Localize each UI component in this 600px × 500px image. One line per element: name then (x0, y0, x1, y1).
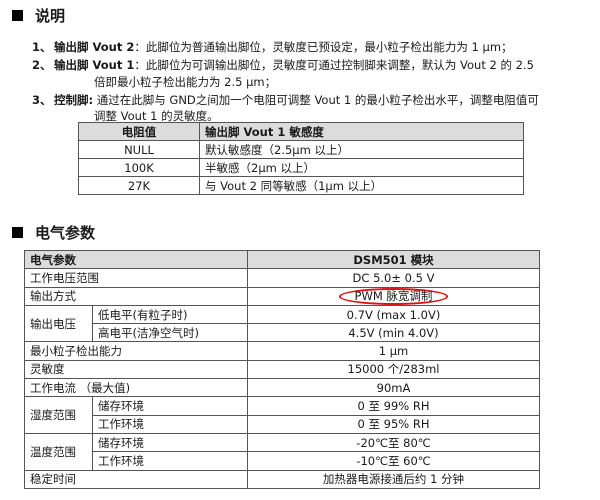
square-bullet-icon (12, 227, 23, 238)
param-value: 15000 个/283ml (247, 359, 540, 380)
table-cell: 与 Vout 2 同等敏感（1μm 以上） (199, 176, 524, 195)
table-row: 工作电压范围 DC 5.0± 0.5 V (24, 268, 540, 288)
item-text: ：此脚位为可调输出脚位，灵敏度可通过控制脚来调整，默认为 Vout 2 的 2.… (134, 58, 534, 72)
header-cell: 电气参数 (24, 249, 248, 270)
table-cell: 27K (78, 176, 200, 195)
section-heading-description: 说明 (12, 5, 65, 26)
header-cell: 电阻值 (78, 122, 200, 141)
table-cell: 默认敏感度（2.5μm 以上） (199, 140, 524, 159)
item-label: 控制脚: (54, 93, 94, 107)
item-label: 输出脚 Vout 2 (54, 40, 135, 54)
param-value: -20℃至 80℃ (247, 432, 540, 453)
param-sublabel: 储存环境 (92, 432, 248, 453)
highlight-circle: PWM 脉宽调制 (338, 287, 449, 305)
param-label: 输出方式 (24, 286, 248, 306)
param-sublabel: 高电平(洁净空气时) (92, 323, 248, 343)
param-label: 稳定时间 (24, 469, 248, 489)
table-cell: NULL (78, 140, 200, 159)
table-row: 灵敏度 15000 个/283ml (24, 359, 540, 380)
table-row: 工作环境 -10℃至 60℃ (25, 451, 540, 471)
list-item: 3、 控制脚: 通过在此脚与 GND之间加一个电阻可调整 Vout 1 的最小粒子… (32, 92, 539, 108)
table-row: 工作环境 0 至 95% RH (25, 414, 540, 434)
table-row: 工作电流 （最大值) 90mA (24, 378, 540, 398)
table-row: NULL 默认敏感度（2.5μm 以上） (78, 140, 524, 159)
table-cell: 半敏感（2μm 以上） (199, 158, 524, 177)
param-label: 温度范围 (24, 432, 93, 471)
list-item: 2、 输出脚 Vout 1：此脚位为可调输出脚位，灵敏度可通过控制脚来调整，默认为… (32, 57, 534, 73)
section-heading-electrical: 电气参数 (12, 222, 95, 243)
table-row: 温度范围 储存环境 -20℃至 80℃ (24, 432, 540, 471)
item-text: 通过在此脚与 GND之间加一个电阻可调整 Vout 1 的最小粒子检出水平，调整… (93, 93, 539, 107)
item-number: 1、 (32, 40, 52, 54)
param-label: 最小粒子检出能力 (24, 341, 248, 361)
param-sublabel: 工作环境 (92, 414, 248, 434)
table-row: 高电平(洁净空气时) 4.5V (min 4.0V) (25, 323, 540, 343)
table-row: 100K 半敏感（2μm 以上） (78, 158, 524, 177)
item-text: ：此脚位为普通输出脚位，灵敏度已预设定，最小粒子检出能力为 1 μm； (134, 40, 513, 54)
param-value: 0 至 95% RH (247, 414, 540, 434)
table-row: 最小粒子检出能力 1 μm (24, 341, 540, 361)
item-text-continued: 调整 Vout 1 的灵敏度。 (94, 109, 219, 123)
param-value: 90mA (247, 378, 540, 398)
param-label: 输出电压 (24, 304, 93, 343)
table-cell: 100K (78, 158, 200, 177)
param-label: 工作电压范围 (24, 268, 248, 288)
param-value: 加热器电源接通后约 1 分钟 (247, 469, 540, 489)
param-sublabel: 工作环境 (92, 451, 248, 471)
param-value: -10℃至 60℃ (247, 451, 540, 471)
param-sublabel: 低电平(有粒子时) (92, 304, 248, 325)
param-value: 0.7V (max 1.0V) (247, 304, 540, 325)
electrical-parameters-table: 电气参数 DSM501 模块 工作电压范围 DC 5.0± 0.5 V 输出方式 PW… (24, 249, 540, 489)
param-label: 湿度范围 (24, 396, 93, 434)
param-label: 工作电流 （最大值) (24, 378, 248, 398)
table-row: 输出电压 低电平(有粒子时) 0.7V (max 1.0V) (24, 304, 540, 343)
param-value: PWM 脉宽调制 (247, 286, 540, 306)
item-text-continued: 倍即最小粒子检出能力为 2.5 μm； (94, 75, 277, 89)
table-row: 湿度范围 储存环境 0 至 99% RH (24, 396, 540, 434)
item-number: 3、 (32, 93, 52, 107)
header-cell: 输出脚 Vout 1 敏感度 (199, 122, 524, 141)
table-header-row: 电气参数 DSM501 模块 (24, 249, 540, 270)
list-item: 1、 输出脚 Vout 2：此脚位为普通输出脚位，灵敏度已预设定，最小粒子检出能力… (32, 39, 513, 55)
heading-text: 说明 (35, 7, 66, 25)
table-row: 输出方式 PWM 脉宽调制 (24, 286, 540, 306)
param-value: 1 μm (247, 341, 540, 361)
header-cell: DSM501 模块 (247, 249, 540, 270)
param-value: 4.5V (min 4.0V) (247, 323, 540, 343)
param-value: 0 至 99% RH (247, 396, 540, 416)
resistance-table: 电阻值 输出脚 Vout 1 敏感度 NULL 默认敏感度（2.5μm 以上） 10… (78, 122, 524, 195)
table-row: 稳定时间 加热器电源接通后约 1 分钟 (24, 469, 540, 489)
table-header-row: 电阻值 输出脚 Vout 1 敏感度 (78, 122, 524, 141)
param-value: DC 5.0± 0.5 V (247, 268, 540, 288)
item-label: 输出脚 Vout 1 (54, 58, 135, 72)
square-bullet-icon (12, 10, 23, 21)
param-sublabel: 储存环境 (92, 396, 248, 416)
heading-text: 电气参数 (35, 224, 96, 242)
item-number: 2、 (32, 58, 52, 72)
table-row: 27K 与 Vout 2 同等敏感（1μm 以上） (78, 176, 524, 195)
param-label: 灵敏度 (24, 359, 248, 380)
